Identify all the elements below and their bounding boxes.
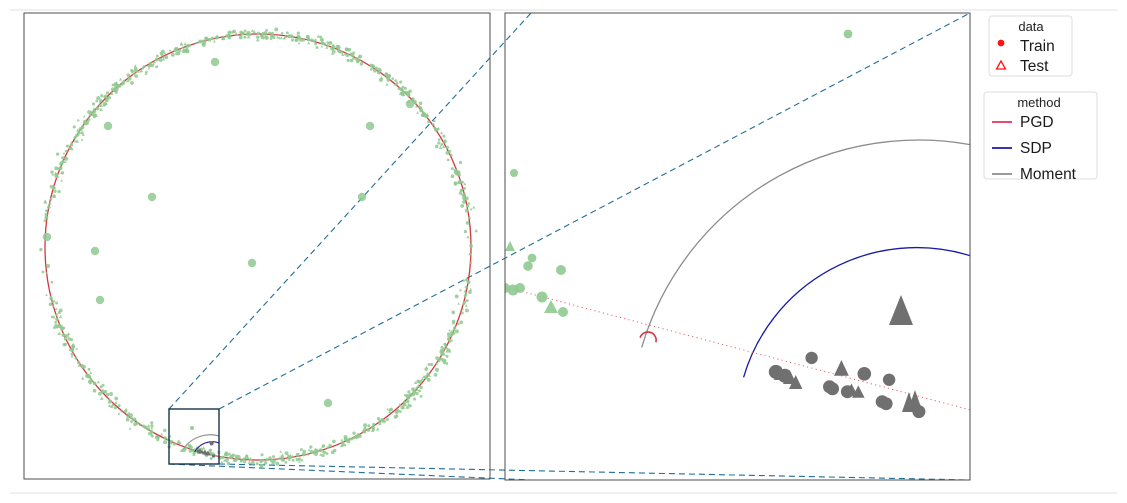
svg-text:method: method — [1017, 95, 1060, 110]
svg-text:Moment: Moment — [1020, 166, 1077, 183]
svg-text:SDP: SDP — [1020, 140, 1052, 157]
svg-text:data: data — [1018, 19, 1044, 34]
svg-text:Test: Test — [1020, 58, 1049, 75]
svg-text:PGD: PGD — [1020, 114, 1054, 131]
svg-text:Train: Train — [1020, 38, 1055, 55]
